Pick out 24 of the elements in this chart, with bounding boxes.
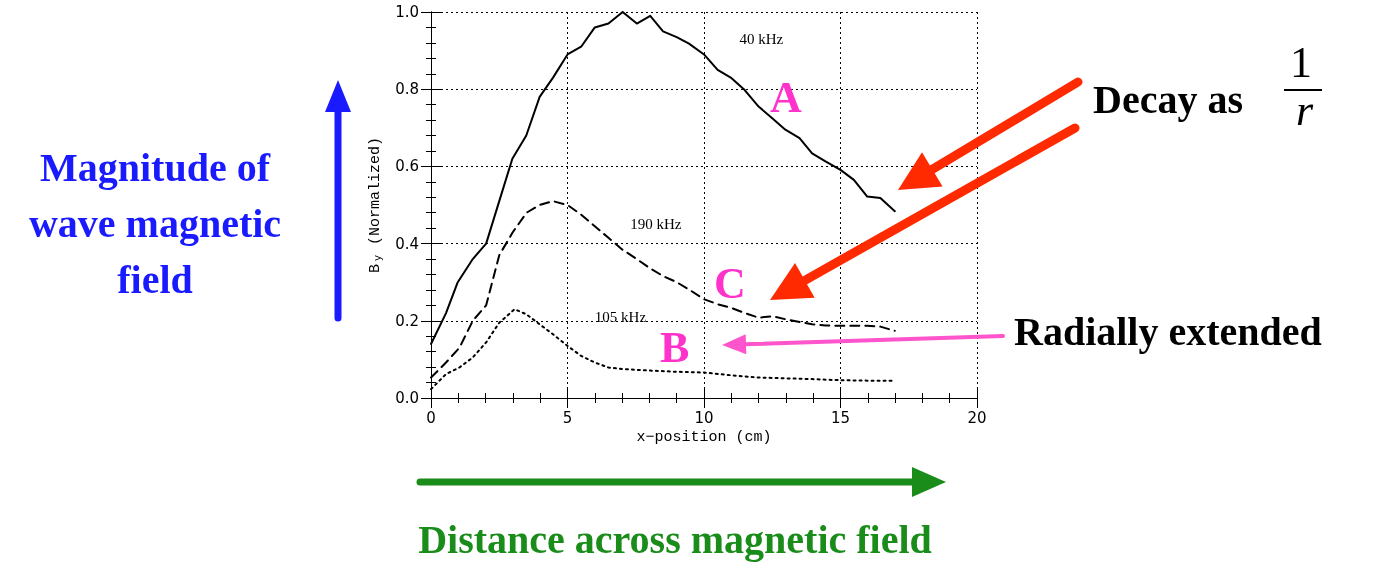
text: r	[1296, 86, 1314, 135]
y-tick-label: 0.0	[395, 389, 419, 407]
text: 40 kHz	[739, 31, 784, 48]
x-tick-label: 15	[830, 408, 851, 427]
y-tick-label: 0.8	[395, 80, 419, 99]
x-tick-label: 5	[562, 408, 573, 427]
y-tick-label: 1.0	[395, 3, 419, 21]
text: Magnitude of wave magnetic field	[27, 144, 283, 304]
x-axis-title: x−position (cm)	[636, 428, 772, 446]
text: Distance across magnetic field	[417, 516, 933, 564]
annotation: C	[714, 258, 746, 310]
x-tick-label: 20	[967, 408, 987, 427]
y-tick-label: 0.6	[395, 157, 419, 176]
y-axis-title: By (Normalized)	[366, 136, 384, 274]
text: 1	[1290, 38, 1312, 87]
x-tick-label: 0	[426, 408, 436, 427]
text: Decay as	[1093, 76, 1243, 124]
annotation: B	[660, 322, 690, 374]
annotation: A	[770, 72, 802, 124]
y-tick-label: 0.2	[395, 311, 419, 330]
text: Radially extended	[1014, 308, 1322, 356]
x-tick-label: 10	[694, 408, 714, 427]
y-tick-label: 0.4	[395, 234, 419, 253]
series-label: 190 kHz	[630, 216, 682, 233]
